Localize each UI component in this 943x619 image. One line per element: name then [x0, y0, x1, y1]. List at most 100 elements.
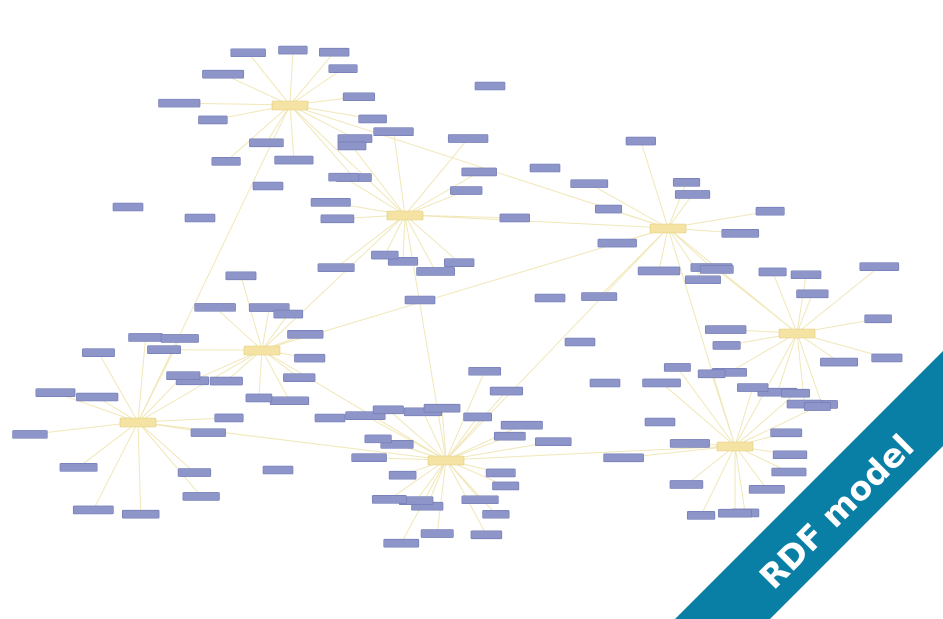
graph-node: [320, 214, 355, 224]
edge: [796, 274, 807, 334]
graph-node: [474, 81, 506, 91]
edge: [445, 445, 736, 461]
graph-node: [669, 480, 704, 489]
edge: [729, 332, 798, 373]
graph-node: [674, 190, 711, 199]
edge: [734, 387, 754, 447]
graph-node: [202, 69, 245, 79]
edge: [667, 194, 693, 229]
hub-node: [649, 223, 687, 234]
graph-node: [252, 181, 284, 191]
graph-node: [328, 172, 360, 182]
graph-node: [443, 258, 475, 267]
graph-node: [182, 492, 220, 501]
edge: [667, 227, 712, 268]
edge: [598, 227, 669, 297]
graph-node: [686, 511, 716, 520]
edge: [796, 332, 823, 405]
graph-node: [603, 453, 644, 463]
edge: [261, 227, 669, 351]
graph-node: [371, 250, 399, 260]
graph-node: [209, 376, 243, 386]
graph-node: [500, 420, 543, 430]
graph-node: [461, 495, 499, 505]
graph-node: [249, 138, 284, 148]
graph-node: [248, 303, 290, 312]
hub-node: [778, 328, 816, 339]
hub-node: [386, 210, 424, 221]
graph-node: [358, 114, 387, 124]
graph-node: [581, 292, 618, 301]
graph-node: [699, 265, 734, 274]
graph-node: [597, 238, 637, 248]
edge: [404, 138, 469, 216]
graph-node: [373, 127, 414, 137]
hub-node: [716, 441, 754, 452]
edge: [640, 140, 669, 229]
graph-node: [790, 270, 822, 280]
graph-node: [319, 47, 350, 57]
edge: [137, 349, 263, 423]
graph-node: [262, 465, 294, 475]
edge: [261, 313, 289, 351]
graph-node: [470, 530, 503, 540]
graph-node: [225, 271, 257, 281]
graph-node: [190, 428, 226, 437]
edge: [365, 415, 447, 461]
edge: [137, 104, 291, 423]
edge: [289, 68, 344, 106]
edge: [700, 445, 736, 516]
graph-node: [383, 538, 420, 548]
graph-node: [82, 348, 115, 357]
edge: [98, 352, 139, 423]
edge: [78, 421, 139, 468]
graph-node: [529, 163, 561, 173]
edge: [404, 214, 669, 229]
graph-node: [684, 275, 721, 285]
edge: [445, 424, 523, 461]
graph-node: [12, 430, 48, 439]
edge: [137, 421, 202, 497]
graph-node: [287, 330, 324, 339]
hub-node: [243, 345, 281, 356]
graph-node: [535, 437, 572, 446]
graph-node: [492, 481, 520, 491]
graph-node: [416, 267, 455, 276]
graph-node: [820, 357, 859, 367]
edge: [776, 332, 798, 393]
graph-node: [72, 505, 114, 515]
graph-node: [871, 353, 903, 363]
edge: [445, 390, 507, 461]
edge: [92, 421, 139, 511]
edge: [225, 104, 291, 162]
graph-node: [781, 388, 810, 398]
graph-node: [803, 402, 831, 411]
edge: [214, 307, 263, 351]
graph-node: [748, 485, 785, 494]
hub-node: [271, 100, 309, 111]
edge: [289, 50, 294, 106]
edge: [667, 227, 736, 447]
graph-node: [493, 431, 526, 441]
edge: [261, 214, 406, 351]
graph-node: [534, 293, 566, 303]
graph-node: [245, 393, 273, 403]
graph-node: [314, 413, 346, 423]
edge: [261, 307, 270, 351]
edge: [137, 421, 195, 473]
graph-node: [364, 434, 392, 444]
graph-node: [158, 98, 201, 108]
graph-node: [463, 412, 493, 422]
edge: [335, 214, 406, 269]
graph-node: [482, 509, 510, 519]
graph-node: [317, 263, 355, 272]
edge: [667, 182, 687, 229]
graph-node: [404, 295, 436, 305]
graph-node: [663, 363, 691, 372]
edge: [343, 176, 406, 216]
graph-node: [230, 48, 266, 58]
edge: [661, 382, 736, 447]
graph-node: [772, 450, 808, 460]
nodes: [12, 45, 903, 548]
